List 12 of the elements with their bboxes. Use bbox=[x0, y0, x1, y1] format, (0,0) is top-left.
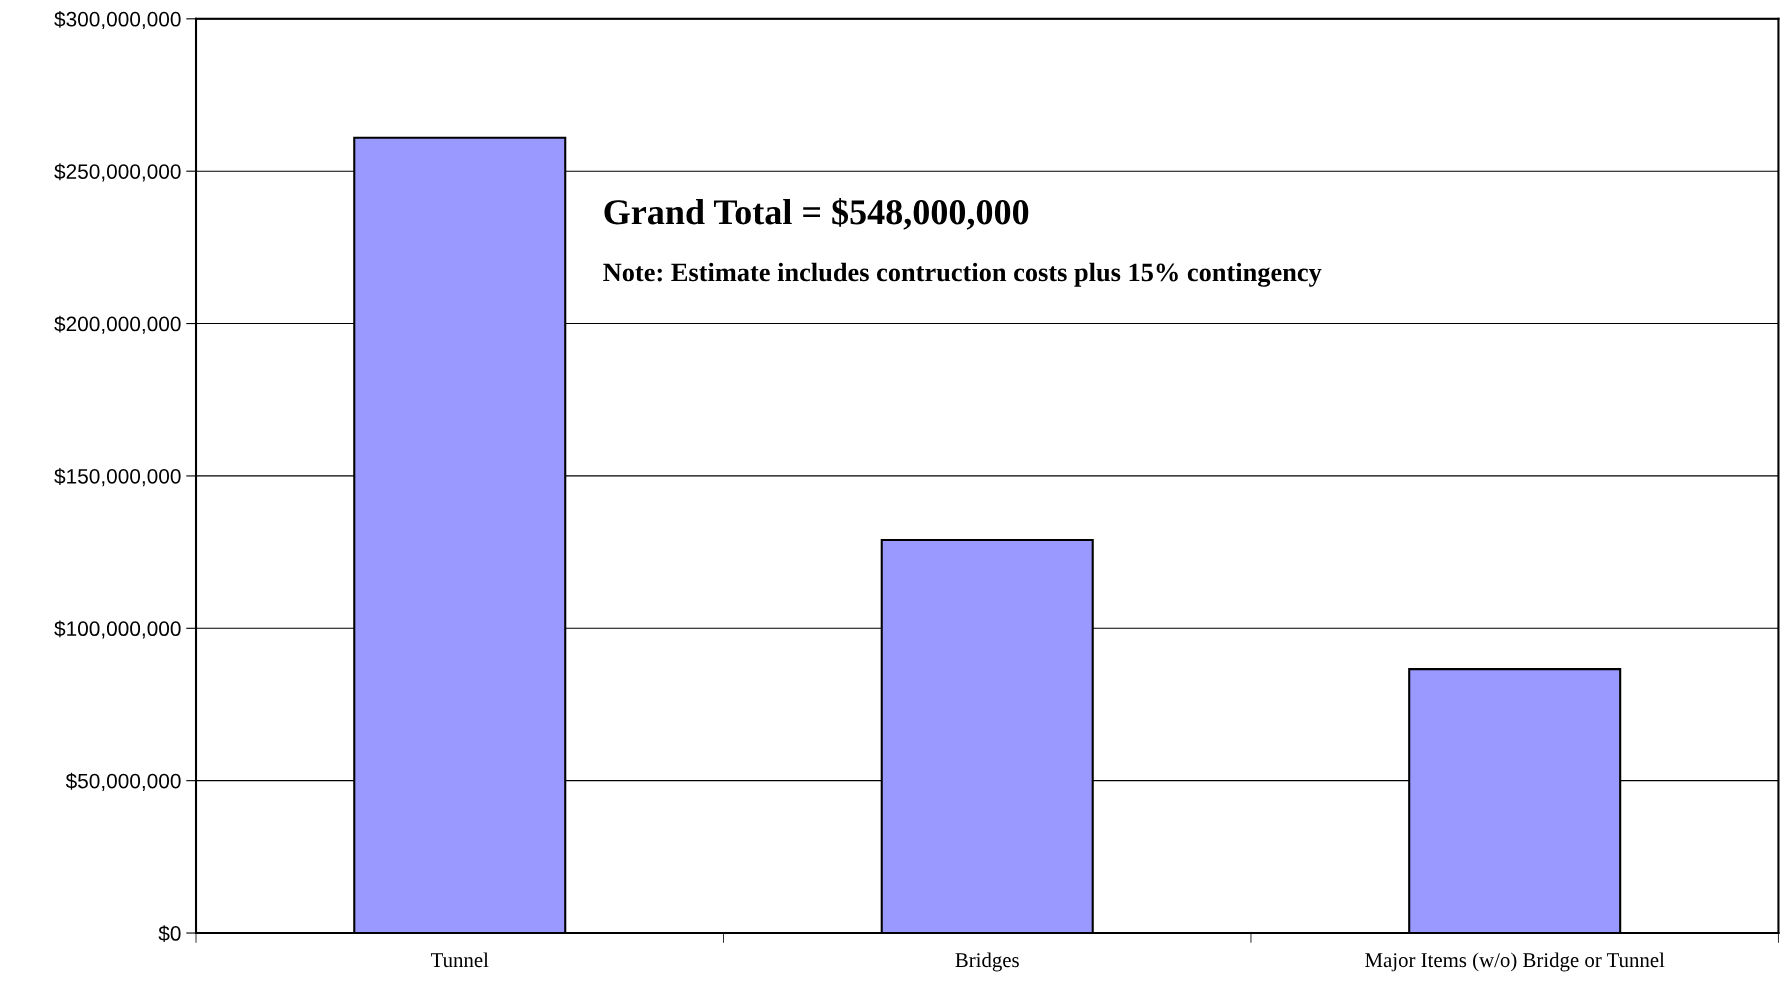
annotation: Note: Estimate includes contruction costs plus 15% contingency bbox=[603, 262, 1322, 287]
annotation: Grand Total = $548,000,000 bbox=[604, 197, 1029, 230]
y-tick-label: $100,000,000 bbox=[54, 620, 181, 639]
x-tick-label: Tunnel bbox=[430, 952, 489, 968]
y-tick-label: $150,000,000 bbox=[54, 468, 181, 487]
y-tick-label: $300,000,000 bbox=[54, 10, 181, 30]
y-tick-label: $250,000,000 bbox=[54, 163, 181, 182]
y-tick-label: $50,000,000 bbox=[65, 772, 181, 791]
x-tick-label: Bridges bbox=[955, 952, 1019, 972]
x-tick-label: Major Items (w/o) Bridge or Tunnel bbox=[1365, 952, 1665, 972]
y-tick-label: $200,000,000 bbox=[54, 315, 181, 334]
y-tick-label: $0 bbox=[158, 925, 181, 943]
